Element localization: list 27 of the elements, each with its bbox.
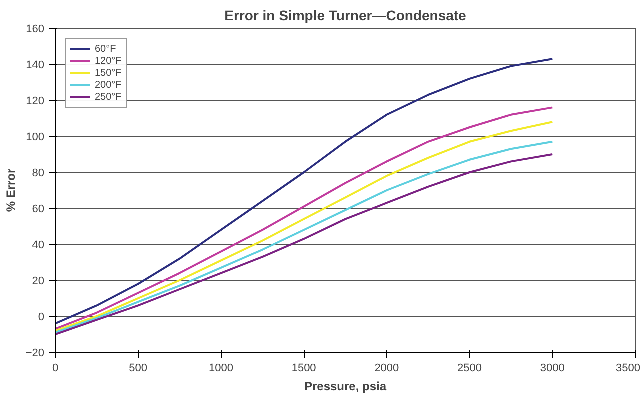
x-tick-label: 0: [52, 362, 59, 374]
y-tick-label: 0: [38, 312, 45, 324]
y-axis-title: % Error: [4, 168, 18, 212]
x-tick-label: 3500: [616, 362, 641, 374]
y-tick-label: 40: [32, 240, 45, 252]
legend-label: 120°F: [95, 55, 122, 67]
line-series: [56, 58, 554, 325]
x-tick-label: 2500: [458, 362, 482, 374]
x-tick-label: 3000: [540, 362, 565, 374]
y-tick-label: 120: [26, 96, 45, 108]
chart-title: Error in Simple Turner—Condensate: [224, 8, 467, 24]
x-axis-title: Pressure, psia: [304, 380, 387, 394]
x-tick-label: 1000: [208, 362, 234, 374]
y-tick-label: 60: [32, 204, 45, 216]
y-tick-label: 20: [32, 276, 45, 288]
y-tick-label: 100: [26, 132, 45, 144]
x-tick-label: 1500: [292, 362, 316, 374]
legend-label: 200°F: [95, 79, 122, 91]
legend-label: 150°F: [95, 67, 122, 79]
legend-label: 250°F: [95, 91, 122, 103]
x-tick-label: 500: [129, 362, 148, 374]
y-tick-label: −20: [26, 348, 45, 360]
x-tick-label: 2000: [374, 362, 400, 374]
y-tick-label: 80: [32, 168, 45, 180]
y-tick-label: 160: [26, 24, 45, 36]
y-tick-label: 140: [26, 60, 45, 72]
legend-label: 60°F: [95, 43, 116, 55]
